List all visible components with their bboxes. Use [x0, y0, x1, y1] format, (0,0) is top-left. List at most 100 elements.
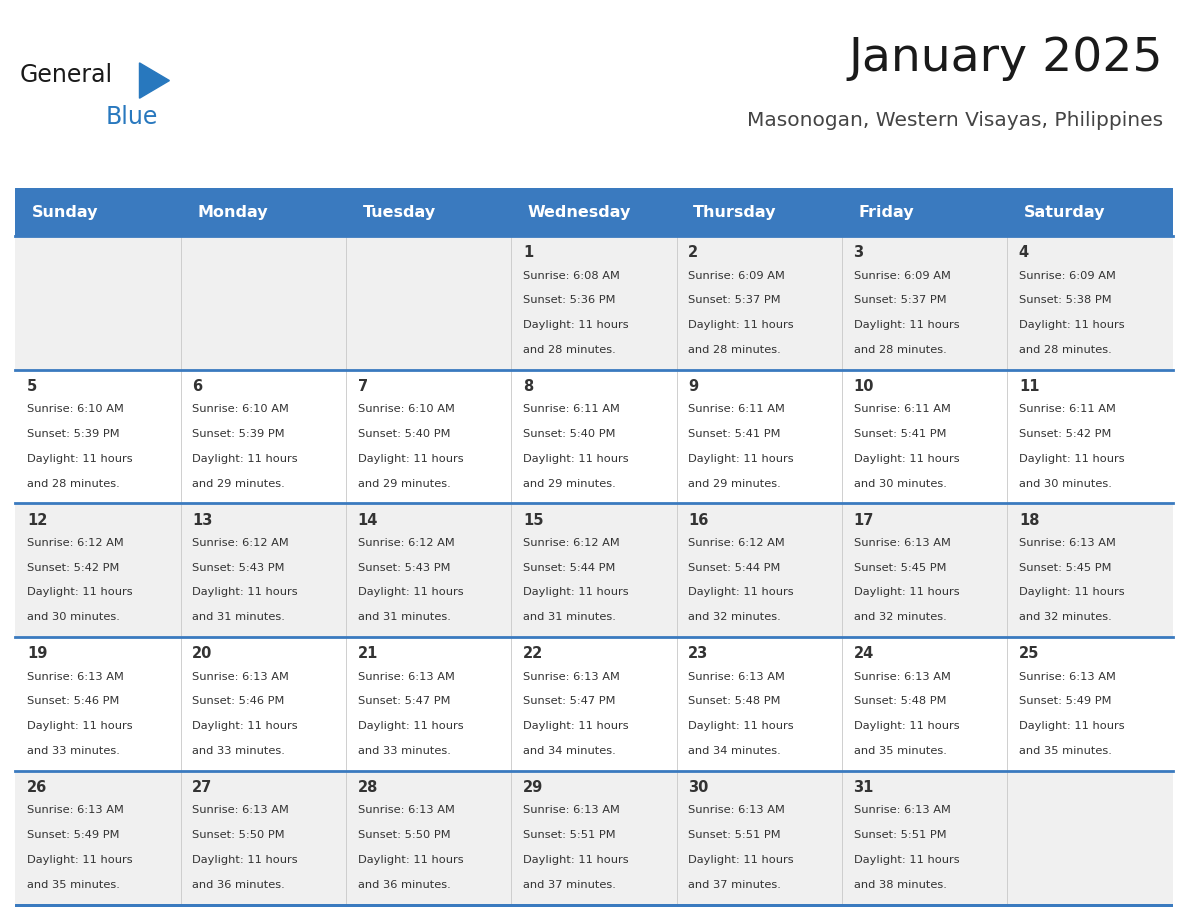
Text: 26: 26: [27, 780, 48, 795]
Text: Sunrise: 6:13 AM: Sunrise: 6:13 AM: [192, 805, 289, 815]
Text: Sunrise: 6:11 AM: Sunrise: 6:11 AM: [523, 404, 620, 414]
Text: Sunset: 5:43 PM: Sunset: 5:43 PM: [192, 563, 285, 573]
Text: Blue: Blue: [106, 105, 158, 129]
Text: Daylight: 11 hours: Daylight: 11 hours: [27, 588, 133, 598]
Text: Sunrise: 6:13 AM: Sunrise: 6:13 AM: [688, 805, 785, 815]
Text: 10: 10: [853, 379, 874, 394]
Text: Daylight: 11 hours: Daylight: 11 hours: [358, 588, 463, 598]
Text: Sunset: 5:44 PM: Sunset: 5:44 PM: [523, 563, 615, 573]
Text: Sunday: Sunday: [32, 205, 99, 219]
Text: Sunrise: 6:13 AM: Sunrise: 6:13 AM: [523, 805, 620, 815]
Text: and 29 minutes.: and 29 minutes.: [523, 478, 615, 488]
Text: Daylight: 11 hours: Daylight: 11 hours: [523, 453, 628, 464]
Text: and 33 minutes.: and 33 minutes.: [192, 745, 285, 756]
Text: and 37 minutes.: and 37 minutes.: [688, 879, 781, 890]
Text: Sunset: 5:48 PM: Sunset: 5:48 PM: [853, 697, 946, 706]
Text: and 31 minutes.: and 31 minutes.: [192, 612, 285, 622]
Text: Sunset: 5:51 PM: Sunset: 5:51 PM: [853, 830, 946, 840]
Text: 20: 20: [192, 646, 213, 661]
Text: Sunrise: 6:13 AM: Sunrise: 6:13 AM: [523, 672, 620, 682]
Text: Daylight: 11 hours: Daylight: 11 hours: [192, 588, 298, 598]
Text: 12: 12: [27, 512, 48, 528]
Text: 8: 8: [523, 379, 533, 394]
Text: Daylight: 11 hours: Daylight: 11 hours: [523, 855, 628, 865]
Text: Daylight: 11 hours: Daylight: 11 hours: [853, 320, 959, 330]
Text: Sunrise: 6:12 AM: Sunrise: 6:12 AM: [192, 538, 289, 548]
Text: Sunset: 5:49 PM: Sunset: 5:49 PM: [27, 830, 120, 840]
Text: and 28 minutes.: and 28 minutes.: [853, 345, 947, 355]
Text: Daylight: 11 hours: Daylight: 11 hours: [853, 722, 959, 731]
Text: Sunset: 5:51 PM: Sunset: 5:51 PM: [688, 830, 781, 840]
Text: Sunrise: 6:12 AM: Sunrise: 6:12 AM: [358, 538, 454, 548]
Text: 31: 31: [853, 780, 874, 795]
Text: 27: 27: [192, 780, 213, 795]
Text: Sunset: 5:50 PM: Sunset: 5:50 PM: [192, 830, 285, 840]
Text: Sunset: 5:45 PM: Sunset: 5:45 PM: [853, 563, 946, 573]
Text: Sunset: 5:39 PM: Sunset: 5:39 PM: [192, 429, 285, 439]
Text: Daylight: 11 hours: Daylight: 11 hours: [192, 855, 298, 865]
Text: 29: 29: [523, 780, 543, 795]
Text: and 36 minutes.: and 36 minutes.: [358, 879, 450, 890]
Text: and 31 minutes.: and 31 minutes.: [523, 612, 615, 622]
Text: Daylight: 11 hours: Daylight: 11 hours: [358, 453, 463, 464]
Text: Sunset: 5:39 PM: Sunset: 5:39 PM: [27, 429, 120, 439]
Text: January 2025: January 2025: [848, 36, 1163, 81]
Text: Sunrise: 6:10 AM: Sunrise: 6:10 AM: [27, 404, 124, 414]
Text: and 32 minutes.: and 32 minutes.: [853, 612, 947, 622]
Text: 6: 6: [192, 379, 202, 394]
Text: General: General: [20, 62, 113, 87]
Text: Sunrise: 6:13 AM: Sunrise: 6:13 AM: [27, 672, 124, 682]
Text: Daylight: 11 hours: Daylight: 11 hours: [27, 453, 133, 464]
Text: and 28 minutes.: and 28 minutes.: [1019, 345, 1112, 355]
Text: Sunrise: 6:13 AM: Sunrise: 6:13 AM: [688, 672, 785, 682]
Text: 5: 5: [27, 379, 37, 394]
Text: Monday: Monday: [197, 205, 268, 219]
Text: Sunset: 5:46 PM: Sunset: 5:46 PM: [27, 697, 119, 706]
Text: Sunrise: 6:10 AM: Sunrise: 6:10 AM: [358, 404, 455, 414]
Text: Sunrise: 6:11 AM: Sunrise: 6:11 AM: [688, 404, 785, 414]
Text: and 35 minutes.: and 35 minutes.: [1019, 745, 1112, 756]
Text: 3: 3: [853, 245, 864, 261]
Text: Sunset: 5:41 PM: Sunset: 5:41 PM: [853, 429, 946, 439]
Text: and 29 minutes.: and 29 minutes.: [358, 478, 450, 488]
Text: Sunrise: 6:12 AM: Sunrise: 6:12 AM: [27, 538, 124, 548]
Text: Sunrise: 6:12 AM: Sunrise: 6:12 AM: [688, 538, 785, 548]
Text: Daylight: 11 hours: Daylight: 11 hours: [192, 722, 298, 731]
Text: Daylight: 11 hours: Daylight: 11 hours: [358, 722, 463, 731]
Text: and 34 minutes.: and 34 minutes.: [523, 745, 615, 756]
Text: 25: 25: [1019, 646, 1040, 661]
Text: Sunset: 5:47 PM: Sunset: 5:47 PM: [358, 697, 450, 706]
Text: 30: 30: [688, 780, 708, 795]
Text: and 30 minutes.: and 30 minutes.: [1019, 478, 1112, 488]
Text: Sunrise: 6:13 AM: Sunrise: 6:13 AM: [853, 538, 950, 548]
Text: Masonogan, Western Visayas, Philippines: Masonogan, Western Visayas, Philippines: [747, 111, 1163, 130]
Text: Thursday: Thursday: [693, 205, 777, 219]
Text: Sunrise: 6:13 AM: Sunrise: 6:13 AM: [27, 805, 124, 815]
Text: 18: 18: [1019, 512, 1040, 528]
Text: Daylight: 11 hours: Daylight: 11 hours: [1019, 453, 1125, 464]
Text: Sunrise: 6:11 AM: Sunrise: 6:11 AM: [1019, 404, 1116, 414]
Text: 17: 17: [853, 512, 874, 528]
Text: Daylight: 11 hours: Daylight: 11 hours: [853, 855, 959, 865]
Text: Sunrise: 6:13 AM: Sunrise: 6:13 AM: [192, 672, 289, 682]
Text: and 34 minutes.: and 34 minutes.: [688, 745, 781, 756]
Text: Sunset: 5:40 PM: Sunset: 5:40 PM: [358, 429, 450, 439]
Text: Daylight: 11 hours: Daylight: 11 hours: [1019, 722, 1125, 731]
Text: Sunset: 5:43 PM: Sunset: 5:43 PM: [358, 563, 450, 573]
Text: 2: 2: [688, 245, 699, 261]
Text: Sunrise: 6:13 AM: Sunrise: 6:13 AM: [358, 672, 455, 682]
Text: Sunset: 5:37 PM: Sunset: 5:37 PM: [853, 296, 946, 306]
Text: Sunset: 5:42 PM: Sunset: 5:42 PM: [1019, 429, 1111, 439]
Text: 21: 21: [358, 646, 378, 661]
Text: and 28 minutes.: and 28 minutes.: [523, 345, 615, 355]
Text: Tuesday: Tuesday: [362, 205, 436, 219]
Text: Sunset: 5:48 PM: Sunset: 5:48 PM: [688, 697, 781, 706]
Text: and 35 minutes.: and 35 minutes.: [27, 879, 120, 890]
Text: and 31 minutes.: and 31 minutes.: [358, 612, 450, 622]
Text: 14: 14: [358, 512, 378, 528]
Text: Sunrise: 6:13 AM: Sunrise: 6:13 AM: [358, 805, 455, 815]
Text: Sunrise: 6:11 AM: Sunrise: 6:11 AM: [853, 404, 950, 414]
Text: and 28 minutes.: and 28 minutes.: [688, 345, 781, 355]
Text: Daylight: 11 hours: Daylight: 11 hours: [688, 722, 794, 731]
Text: Sunrise: 6:10 AM: Sunrise: 6:10 AM: [192, 404, 289, 414]
